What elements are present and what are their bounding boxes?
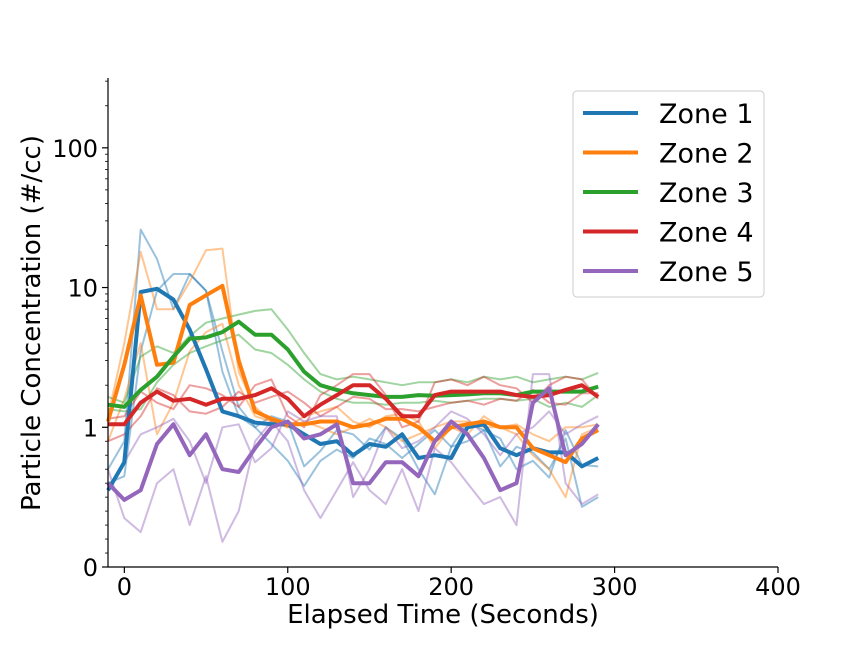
y-axis-label: Particle Concentration (#/cc) [17, 135, 47, 511]
y-tick-label: 10 [67, 275, 98, 303]
series-replicate-line [107, 410, 599, 499]
legend-label: Zone 1 [659, 99, 754, 130]
series-replicate-line [107, 373, 599, 429]
legend-label: Zone 5 [659, 257, 754, 288]
x-tick-label: 400 [755, 573, 801, 601]
axes [107, 78, 778, 568]
series-line [106, 283, 600, 465]
series-line [108, 383, 600, 427]
plot-lines [106, 228, 600, 543]
series-replicate-line [107, 273, 599, 487]
legend: Zone 1 Zone 2 Zone 3 Zone 4 Zone 5 [572, 90, 765, 298]
legend-label: Zone 2 [659, 139, 754, 170]
series-replicate-line [107, 373, 599, 543]
x-tick-label: 100 [265, 573, 311, 601]
y-tick-label: 100 [52, 135, 98, 163]
series-replicate-line [107, 308, 599, 404]
legend-label: Zone 4 [659, 218, 754, 249]
x-tick-label: 0 [117, 573, 132, 601]
series-replicate-line [107, 322, 599, 443]
legend-label: Zone 3 [659, 178, 754, 209]
series-replicate-line [107, 333, 599, 413]
y-tick-label: 1 [83, 414, 98, 442]
y-tick-label: 0 [83, 554, 98, 582]
series-replicate-line [107, 247, 599, 499]
series-replicate-line [107, 387, 599, 443]
series-replicate-line [107, 228, 599, 508]
legend-box [572, 90, 765, 298]
x-tick-label: 200 [428, 573, 474, 601]
x-ticks: 0 100 200 300 400 [117, 567, 801, 601]
x-axis-label: Elapsed Time (Seconds) [287, 600, 599, 630]
x-tick-label: 300 [592, 573, 638, 601]
series-line [106, 286, 600, 492]
series-line [106, 386, 600, 502]
y-ticks: 0 1 10 100 [52, 80, 108, 582]
